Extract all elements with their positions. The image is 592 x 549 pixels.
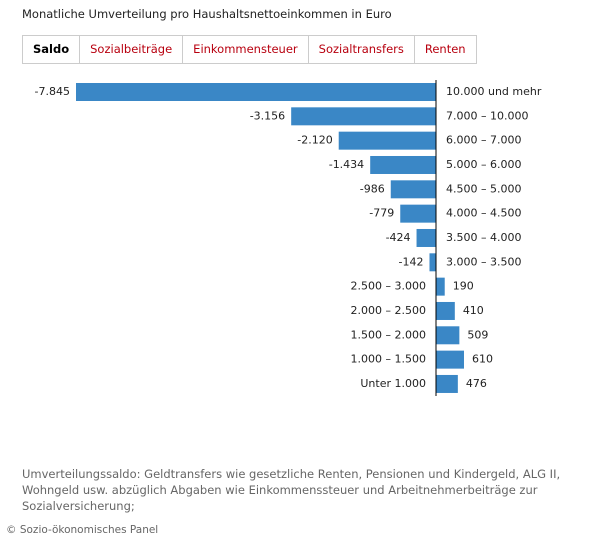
bar — [436, 350, 464, 369]
value-label: -424 — [386, 231, 411, 244]
bar — [291, 107, 436, 126]
category-label: 6.000 – 7.000 — [446, 134, 521, 147]
category-label: 1.000 – 1.500 — [351, 353, 426, 366]
tab[interactable]: Saldo — [33, 42, 70, 56]
chart: -7.845 10.000 und mehr -3.156 7.000 – 10.00… — [35, 80, 542, 396]
value-label: 610 — [472, 353, 493, 366]
value-label: -3.156 — [250, 109, 285, 122]
source: © Sozio-ökonomisches Panel — [6, 524, 159, 536]
value-label: -779 — [369, 207, 394, 220]
bar — [338, 131, 436, 150]
bar — [390, 180, 436, 199]
category-label: Unter 1.000 — [360, 377, 426, 390]
category-label: 7.000 – 10.000 — [446, 109, 528, 122]
tab[interactable]: Einkommensteuer — [182, 36, 307, 63]
bar — [436, 326, 460, 345]
category-label: 4.500 – 5.000 — [446, 182, 521, 195]
category-label: 10.000 und mehr — [446, 85, 542, 98]
category-label: 3.000 – 3.500 — [446, 255, 521, 268]
bar — [370, 155, 436, 174]
bar — [400, 204, 436, 223]
bar — [416, 228, 436, 247]
category-label: 1.500 – 2.000 — [351, 328, 426, 341]
tab[interactable]: Sozialtransfers — [307, 36, 414, 63]
value-label: -142 — [399, 255, 424, 268]
value-label: 190 — [453, 280, 474, 293]
category-label: 4.000 – 4.500 — [446, 207, 521, 220]
category-label: 3.500 – 4.000 — [446, 231, 521, 244]
chart-title: Monatliche Umverteilung pro Haushaltsnet… — [22, 7, 392, 21]
bar — [429, 253, 436, 272]
tab[interactable]: Sozialbeiträge — [79, 36, 182, 63]
value-label: -2.120 — [297, 134, 332, 147]
bar — [436, 301, 455, 320]
value-label: -7.845 — [35, 85, 70, 98]
value-label: 410 — [463, 304, 484, 317]
category-label: 2.000 – 2.500 — [351, 304, 426, 317]
value-label: -986 — [360, 182, 385, 195]
tab-bar: Saldo Sozialbeiträge Einkommensteuer Sozial… — [22, 35, 477, 64]
bar — [76, 83, 436, 101]
tab[interactable]: Renten — [413, 36, 476, 63]
value-label: -1.434 — [329, 158, 364, 171]
category-label: 5.000 – 6.000 — [446, 158, 521, 171]
category-label: 2.500 – 3.000 — [351, 280, 426, 293]
bar — [436, 374, 458, 393]
footnote: Umverteilungssaldo: Geldtransfers wie ge… — [22, 467, 561, 513]
value-label: 476 — [466, 377, 487, 390]
value-label: 509 — [467, 328, 488, 341]
bar — [436, 277, 445, 296]
